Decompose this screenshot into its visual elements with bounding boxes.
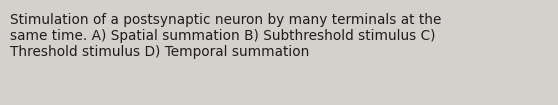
Text: Stimulation of a postsynaptic neuron by many terminals at the
same time. A) Spat: Stimulation of a postsynaptic neuron by … [10, 13, 441, 59]
